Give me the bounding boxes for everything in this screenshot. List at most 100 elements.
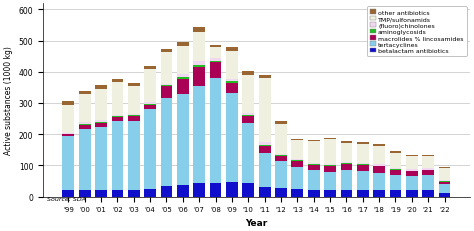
- Bar: [357, 164, 369, 165]
- Bar: [226, 82, 238, 83]
- Bar: [63, 105, 74, 133]
- Bar: [63, 191, 74, 197]
- Bar: [226, 182, 238, 197]
- Bar: [161, 84, 173, 86]
- Bar: [357, 142, 369, 144]
- Bar: [79, 191, 91, 197]
- Bar: [177, 185, 189, 197]
- Bar: [79, 123, 91, 124]
- Bar: [128, 83, 140, 86]
- Bar: [193, 28, 205, 33]
- Bar: [438, 193, 450, 197]
- Bar: [259, 79, 271, 143]
- Bar: [292, 160, 303, 161]
- Bar: [259, 143, 271, 145]
- Bar: [275, 188, 287, 197]
- Bar: [79, 130, 91, 191]
- Bar: [373, 190, 385, 197]
- Bar: [63, 135, 74, 136]
- Bar: [95, 122, 107, 123]
- Bar: [340, 142, 352, 144]
- Bar: [406, 191, 418, 197]
- Bar: [161, 86, 173, 87]
- Y-axis label: Active substances (1000 kg): Active substances (1000 kg): [4, 46, 13, 155]
- Bar: [111, 118, 123, 122]
- Bar: [259, 187, 271, 197]
- Bar: [95, 86, 107, 90]
- Bar: [177, 77, 189, 79]
- Bar: [226, 83, 238, 93]
- Bar: [95, 123, 107, 128]
- Bar: [357, 165, 369, 171]
- Bar: [144, 189, 156, 197]
- Bar: [292, 161, 303, 167]
- Bar: [438, 181, 450, 182]
- Bar: [193, 62, 205, 65]
- Bar: [242, 115, 254, 116]
- Bar: [177, 79, 189, 95]
- Text: Source: SDA: Source: SDA: [47, 197, 86, 202]
- Bar: [308, 140, 319, 142]
- Bar: [128, 117, 140, 122]
- Bar: [242, 123, 254, 184]
- Bar: [63, 134, 74, 135]
- Bar: [177, 47, 189, 75]
- Bar: [177, 43, 189, 47]
- Bar: [324, 190, 336, 197]
- Bar: [390, 168, 401, 169]
- Bar: [308, 163, 319, 164]
- Bar: [357, 190, 369, 197]
- Bar: [242, 113, 254, 115]
- Bar: [390, 175, 401, 191]
- Bar: [128, 116, 140, 117]
- Bar: [292, 159, 303, 160]
- Bar: [226, 48, 238, 51]
- Bar: [406, 176, 418, 191]
- Bar: [144, 70, 156, 103]
- Bar: [111, 122, 123, 190]
- Bar: [422, 157, 434, 168]
- Bar: [373, 146, 385, 164]
- Bar: [95, 128, 107, 190]
- Bar: [144, 110, 156, 189]
- Bar: [128, 190, 140, 197]
- Bar: [422, 176, 434, 191]
- Bar: [438, 167, 450, 169]
- Bar: [210, 46, 221, 48]
- Bar: [422, 168, 434, 170]
- Bar: [79, 91, 91, 95]
- Bar: [422, 171, 434, 176]
- Bar: [193, 86, 205, 183]
- Bar: [373, 167, 385, 173]
- Bar: [210, 183, 221, 197]
- Bar: [79, 95, 91, 123]
- Bar: [63, 136, 74, 191]
- Bar: [144, 103, 156, 104]
- Bar: [242, 71, 254, 76]
- Bar: [406, 155, 418, 156]
- Bar: [324, 138, 336, 139]
- Bar: [210, 61, 221, 63]
- Bar: [111, 83, 123, 115]
- Bar: [340, 171, 352, 190]
- Bar: [128, 122, 140, 190]
- Bar: [406, 172, 418, 176]
- Bar: [259, 75, 271, 79]
- Bar: [128, 114, 140, 116]
- Bar: [308, 190, 319, 197]
- Bar: [95, 190, 107, 197]
- Legend: other antibiotics, TMP/sulfonamids, (fluoro)chinolones, aminoglycosids, macrolid: other antibiotics, TMP/sulfonamids, (flu…: [367, 7, 467, 57]
- Bar: [111, 190, 123, 197]
- Bar: [340, 164, 352, 171]
- Bar: [308, 171, 319, 190]
- Bar: [111, 80, 123, 83]
- Bar: [226, 79, 238, 82]
- Bar: [161, 99, 173, 186]
- Bar: [161, 186, 173, 197]
- Bar: [390, 170, 401, 175]
- Bar: [193, 33, 205, 62]
- Bar: [226, 51, 238, 79]
- Bar: [275, 122, 287, 124]
- Bar: [210, 79, 221, 183]
- Bar: [259, 146, 271, 153]
